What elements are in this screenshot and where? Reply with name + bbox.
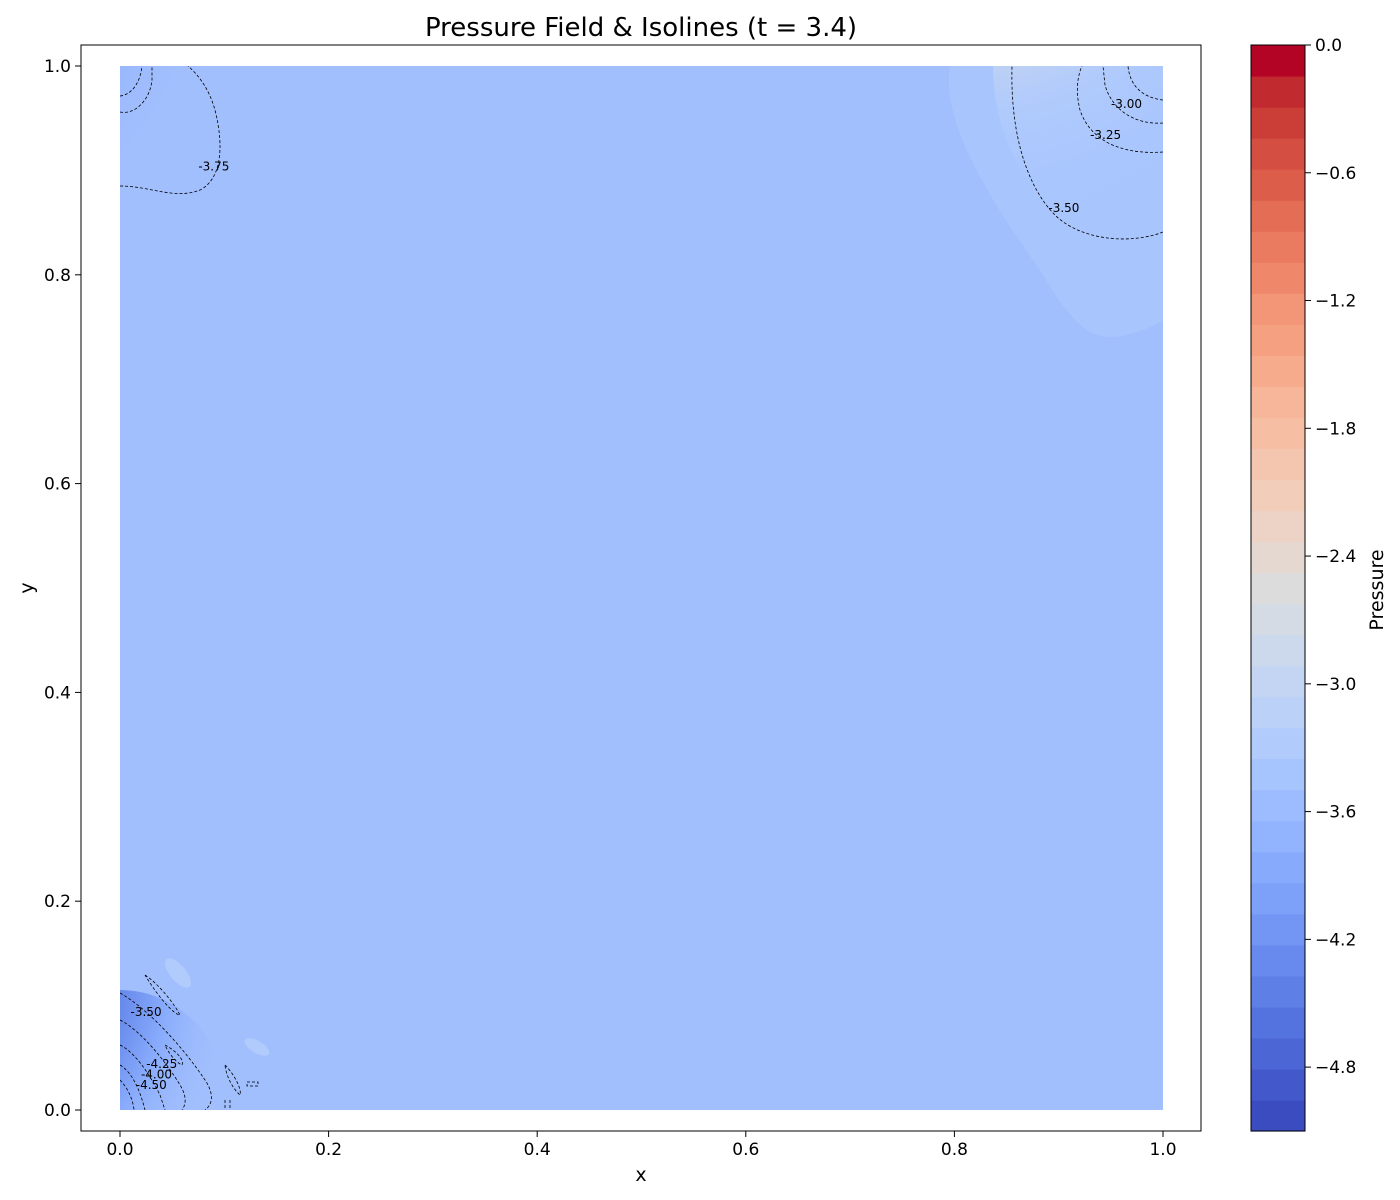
x-tick-label: 0.4 bbox=[524, 1140, 551, 1160]
colorbar-band bbox=[1251, 913, 1305, 946]
colorbar-band bbox=[1251, 1006, 1305, 1039]
x-tick-label: 1.0 bbox=[1149, 1140, 1176, 1160]
colorbar-tick-label: −3.6 bbox=[1315, 803, 1356, 823]
colorbar-band bbox=[1251, 479, 1305, 512]
high-pressure-core-top-right bbox=[993, 66, 1163, 256]
contour-label: -4.00 bbox=[141, 1068, 172, 1082]
y-tick-label: 0.2 bbox=[44, 892, 71, 912]
colorbar-tick-label: −2.4 bbox=[1315, 547, 1356, 567]
colorbar-band bbox=[1251, 417, 1305, 449]
contour-label: -3.75 bbox=[198, 159, 229, 173]
colorbar-frame bbox=[1250, 44, 1306, 1132]
contour-label: -4.50 bbox=[136, 1078, 167, 1092]
colorbar-band bbox=[1251, 696, 1305, 729]
x-axis-label: x bbox=[635, 1164, 646, 1186]
colorbar-band bbox=[1251, 1068, 1305, 1101]
x-axis: 0.0 0.2 0.4 0.6 0.8 1.0 bbox=[106, 1131, 1177, 1160]
colorbar-tick-label: 0.0 bbox=[1315, 36, 1342, 56]
x-tick-label: 0.2 bbox=[315, 1140, 342, 1160]
colorbar-tick-label: −1.2 bbox=[1315, 292, 1356, 312]
colorbar-band bbox=[1251, 758, 1305, 791]
colorbar-tick-label: −3.0 bbox=[1315, 675, 1356, 695]
colorbar-band bbox=[1251, 448, 1305, 480]
colorbar-band bbox=[1251, 138, 1305, 170]
colorbar-tick-label: −4.2 bbox=[1315, 930, 1356, 950]
colorbar-band bbox=[1251, 200, 1305, 232]
colorbar-tick-label: −1.8 bbox=[1315, 419, 1356, 439]
colorbar-band bbox=[1251, 293, 1305, 325]
colorbar-band bbox=[1251, 231, 1305, 263]
isolines bbox=[120, 66, 1163, 1110]
contour-label: -3.50 bbox=[1048, 201, 1079, 215]
low-pressure-region-top-left bbox=[120, 66, 205, 196]
y-tick-label: 0.0 bbox=[44, 1101, 71, 1121]
colorbar-tick-label: −4.8 bbox=[1315, 1058, 1356, 1078]
y-axis: 0.0 0.2 0.4 0.6 0.8 1.0 bbox=[44, 57, 81, 1121]
colorbar-band bbox=[1251, 851, 1305, 884]
colorbar-band bbox=[1251, 975, 1305, 1008]
colorbar-band bbox=[1251, 510, 1305, 543]
y-tick-label: 1.0 bbox=[44, 57, 71, 77]
contour-label: -3.25 bbox=[1090, 128, 1121, 142]
colorbar-band bbox=[1251, 882, 1305, 915]
vortex-region-bottom-left bbox=[120, 990, 230, 1110]
contour-label: -4.25 bbox=[146, 1057, 177, 1071]
colorbar-band bbox=[1251, 355, 1305, 387]
colorbar-band bbox=[1251, 727, 1305, 760]
vortex-blob-1 bbox=[164, 958, 192, 988]
x-tick-label: 0.8 bbox=[941, 1140, 968, 1160]
y-axis-label: y bbox=[16, 582, 38, 593]
colorbar-band bbox=[1251, 665, 1305, 698]
colorbar-band bbox=[1251, 944, 1305, 977]
colorbar-tick-label: −0.6 bbox=[1315, 164, 1356, 184]
y-tick-label: 0.8 bbox=[44, 266, 71, 286]
pressure-field bbox=[120, 66, 1163, 1110]
contour-label: -3.00 bbox=[1111, 97, 1142, 111]
colorbar-band bbox=[1251, 1037, 1305, 1070]
colorbar-band bbox=[1251, 1099, 1305, 1132]
colorbar-band bbox=[1251, 789, 1305, 822]
x-tick-label: 0.6 bbox=[732, 1140, 759, 1160]
vortex-blob-2 bbox=[244, 1038, 270, 1056]
colorbar-band bbox=[1251, 169, 1305, 201]
colorbar-band bbox=[1251, 107, 1305, 139]
contour-label: -3.50 bbox=[131, 1005, 162, 1019]
colorbar-band bbox=[1251, 262, 1305, 294]
colorbar-band bbox=[1251, 324, 1305, 356]
colorbar-band bbox=[1251, 634, 1305, 667]
x-tick-label: 0.0 bbox=[106, 1140, 133, 1160]
colorbar-label: Pressure bbox=[1366, 549, 1388, 630]
colorbar-band bbox=[1251, 572, 1305, 605]
contour-labels: -3.75 -3.00 -3.25 -3.50 -3.50 -4.25-4.00-4.50 bbox=[131, 97, 1142, 1092]
colorbar-band bbox=[1251, 45, 1305, 77]
colorbar: 0.0 −0.6 −1.2 −1.8 −2.4 −3.0 −3.6 −4.2 −4.8 bbox=[1250, 36, 1356, 1132]
colorbar-band bbox=[1251, 386, 1305, 418]
colorbar-band bbox=[1251, 820, 1305, 853]
colorbar-band bbox=[1251, 541, 1305, 574]
plot-area: -3.75 -3.00 -3.25 -3.50 -3.50 -4.25-4.00-4.50 bbox=[80, 44, 1202, 1132]
chart-title: Pressure Field & Isolines (t = 3.4) bbox=[425, 13, 857, 43]
colorbar-band bbox=[1251, 76, 1305, 108]
colorbar-band bbox=[1251, 603, 1305, 636]
y-tick-label: 0.4 bbox=[44, 683, 71, 703]
y-tick-label: 0.6 bbox=[44, 475, 71, 495]
